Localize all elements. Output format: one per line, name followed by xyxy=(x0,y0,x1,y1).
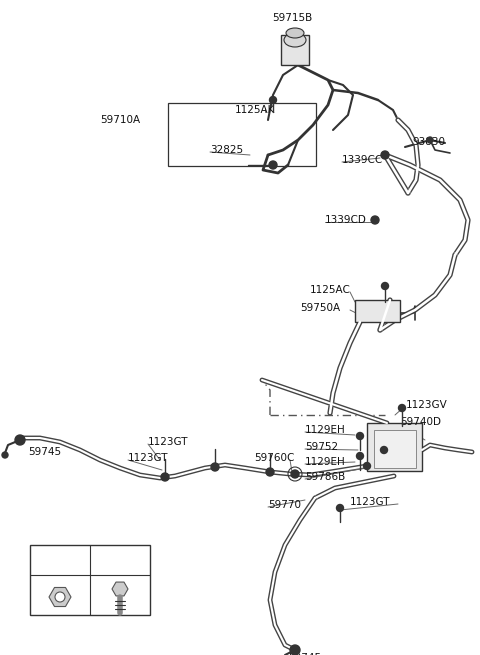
Ellipse shape xyxy=(286,28,304,38)
Bar xyxy=(30,545,150,615)
Circle shape xyxy=(290,645,300,655)
Text: 1123GT: 1123GT xyxy=(148,437,189,447)
Ellipse shape xyxy=(284,33,306,47)
Text: 1338AC: 1338AC xyxy=(39,555,81,565)
Text: 1125AC: 1125AC xyxy=(310,285,351,295)
Text: 1125KB: 1125KB xyxy=(100,555,140,565)
Bar xyxy=(374,430,416,468)
Circle shape xyxy=(382,282,388,290)
Circle shape xyxy=(357,453,363,460)
Text: 1123GT: 1123GT xyxy=(128,453,168,463)
Text: 59750A: 59750A xyxy=(300,303,340,313)
Circle shape xyxy=(357,432,363,440)
Text: 1129EH: 1129EH xyxy=(305,425,346,435)
Circle shape xyxy=(427,137,433,143)
Circle shape xyxy=(336,504,344,512)
Text: 59715B: 59715B xyxy=(272,13,312,23)
Text: 1125AK: 1125AK xyxy=(235,105,276,115)
Text: 59760C: 59760C xyxy=(254,453,294,463)
Text: 1339CC: 1339CC xyxy=(342,155,383,165)
Circle shape xyxy=(371,216,379,224)
Text: 59745: 59745 xyxy=(28,447,61,457)
Text: 59770: 59770 xyxy=(268,500,301,510)
Bar xyxy=(367,423,422,471)
Circle shape xyxy=(363,462,371,470)
Circle shape xyxy=(398,405,406,411)
Text: 1123GV: 1123GV xyxy=(406,400,448,410)
Text: 1129EH: 1129EH xyxy=(305,457,346,467)
Bar xyxy=(281,35,309,65)
Circle shape xyxy=(211,463,219,471)
Circle shape xyxy=(161,473,169,481)
Text: 59786B: 59786B xyxy=(305,472,345,482)
Circle shape xyxy=(269,96,276,103)
Circle shape xyxy=(381,447,387,453)
Text: 59740D: 59740D xyxy=(400,417,441,427)
Text: 93830: 93830 xyxy=(412,137,445,147)
Text: 59745: 59745 xyxy=(288,653,322,655)
Text: 59710A: 59710A xyxy=(100,115,140,125)
Circle shape xyxy=(269,161,277,169)
Text: 32825: 32825 xyxy=(210,145,243,155)
Bar xyxy=(355,300,400,322)
Text: 1339CD: 1339CD xyxy=(325,215,367,225)
Circle shape xyxy=(291,470,299,478)
Circle shape xyxy=(381,151,389,159)
Bar xyxy=(168,103,316,166)
Circle shape xyxy=(2,452,8,458)
Text: 1123GT: 1123GT xyxy=(350,497,391,507)
Circle shape xyxy=(55,592,65,602)
Text: 59752: 59752 xyxy=(305,442,338,452)
Circle shape xyxy=(15,435,25,445)
Circle shape xyxy=(266,468,274,476)
